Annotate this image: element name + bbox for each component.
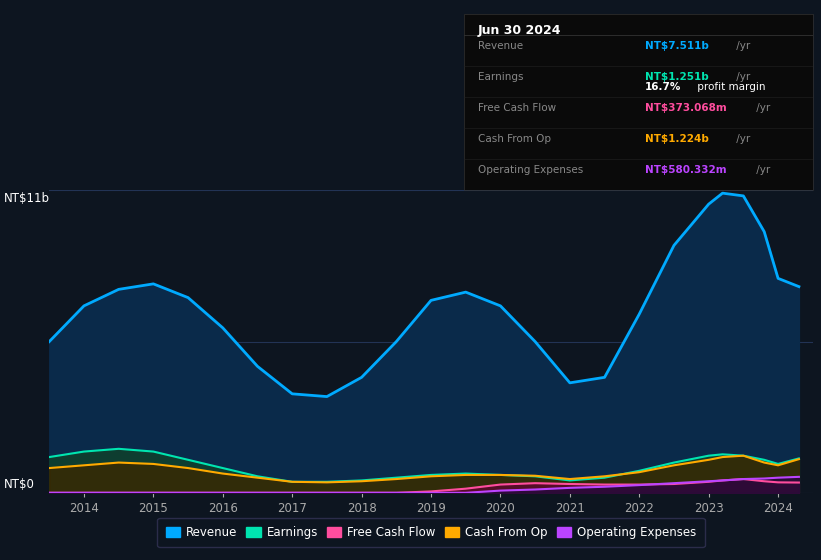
- Text: NT$1.224b: NT$1.224b: [645, 134, 709, 144]
- Text: Revenue: Revenue: [478, 41, 523, 51]
- Text: NT$0: NT$0: [4, 478, 35, 491]
- Legend: Revenue, Earnings, Free Cash Flow, Cash From Op, Operating Expenses: Revenue, Earnings, Free Cash Flow, Cash …: [158, 518, 704, 547]
- Text: NT$7.511b: NT$7.511b: [645, 41, 709, 51]
- Text: /yr: /yr: [733, 41, 750, 51]
- Text: /yr: /yr: [733, 134, 750, 144]
- Text: Cash From Op: Cash From Op: [478, 134, 551, 144]
- Text: /yr: /yr: [753, 165, 770, 175]
- Text: NT$580.332m: NT$580.332m: [645, 165, 727, 175]
- Text: profit margin: profit margin: [695, 82, 766, 92]
- Text: NT$1.251b: NT$1.251b: [645, 72, 709, 82]
- Text: Operating Expenses: Operating Expenses: [478, 165, 583, 175]
- Text: NT$11b: NT$11b: [4, 192, 50, 206]
- Text: /yr: /yr: [753, 103, 770, 113]
- Text: /yr: /yr: [733, 72, 750, 82]
- Text: Earnings: Earnings: [478, 72, 523, 82]
- Text: NT$373.068m: NT$373.068m: [645, 103, 727, 113]
- Text: Jun 30 2024: Jun 30 2024: [478, 24, 562, 37]
- Text: 16.7%: 16.7%: [645, 82, 681, 92]
- Text: Free Cash Flow: Free Cash Flow: [478, 103, 556, 113]
